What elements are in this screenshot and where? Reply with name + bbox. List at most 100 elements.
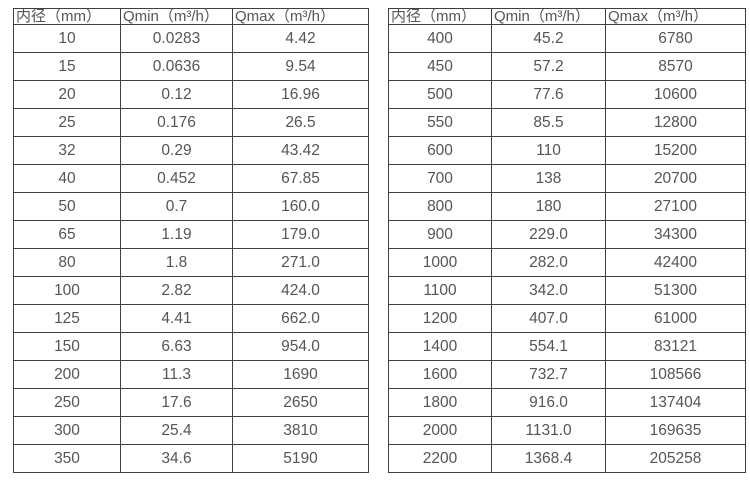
column-header: Qmin（m³/h） (120, 8, 233, 25)
table-cell: 57.2 (491, 52, 606, 81)
table-cell: 450 (388, 52, 492, 81)
table-row: 550 85.5 12800 (388, 108, 746, 137)
header-row: 内径（mm） Qmin（m³/h） Qmax（m³/h） (13, 8, 369, 25)
table-cell: 6780 (605, 24, 746, 53)
table-cell: 800 (388, 192, 492, 221)
table-cell: 16.96 (232, 80, 369, 109)
table-cell: 179.0 (232, 220, 369, 249)
table-cell: 77.6 (491, 80, 606, 109)
table-row: 2200 1368.4 205258 (388, 444, 746, 473)
table-cell: 25.4 (120, 416, 233, 445)
table-cell: 100 (13, 276, 121, 305)
table-row: 150 6.63 954.0 (13, 332, 369, 361)
column-header: 内径（mm） (388, 8, 492, 25)
table-cell: 25 (13, 108, 121, 137)
table-cell: 2.82 (120, 276, 233, 305)
table-row: 80 1.8 271.0 (13, 248, 369, 277)
table-cell: 916.0 (491, 388, 606, 417)
table-cell: 200 (13, 360, 121, 389)
table-cell: 1800 (388, 388, 492, 417)
table-cell: 0.29 (120, 136, 233, 165)
table-row: 1100 342.0 51300 (388, 276, 746, 305)
table-cell: 85.5 (491, 108, 606, 137)
table-cell: 1368.4 (491, 444, 606, 473)
table-cell: 160.0 (232, 192, 369, 221)
table-row: 125 4.41 662.0 (13, 304, 369, 333)
table-cell: 42400 (605, 248, 746, 277)
table-cell: 180 (491, 192, 606, 221)
table-row: 65 1.19 179.0 (13, 220, 369, 249)
table-cell: 34300 (605, 220, 746, 249)
table-cell: 11.3 (120, 360, 233, 389)
table-cell: 900 (388, 220, 492, 249)
table-cell: 125 (13, 304, 121, 333)
column-header: Qmax（m³/h） (232, 8, 369, 25)
table-cell: 205258 (605, 444, 746, 473)
table-row: 1200 407.0 61000 (388, 304, 746, 333)
table-row: 300 25.4 3810 (13, 416, 369, 445)
table-cell: 10 (13, 24, 121, 53)
column-header: Qmin（m³/h） (491, 8, 606, 25)
table-row: 700 138 20700 (388, 164, 746, 193)
table-row: 15 0.0636 9.54 (13, 52, 369, 81)
table-row: 900 229.0 34300 (388, 220, 746, 249)
table-cell: 110 (491, 136, 606, 165)
table-row: 2000 1131.0 169635 (388, 416, 746, 445)
table-cell: 17.6 (120, 388, 233, 417)
table-row: 50 0.7 160.0 (13, 192, 369, 221)
table-cell: 600 (388, 136, 492, 165)
table-cell: 15 (13, 52, 121, 81)
table-row: 500 77.6 10600 (388, 80, 746, 109)
table-cell: 554.1 (491, 332, 606, 361)
table-cell: 400 (388, 24, 492, 53)
table-row: 250 17.6 2650 (13, 388, 369, 417)
table-cell: 0.452 (120, 164, 233, 193)
table-cell: 0.7 (120, 192, 233, 221)
table-cell: 271.0 (232, 248, 369, 277)
table-cell: 3810 (232, 416, 369, 445)
table-cell: 108566 (605, 360, 746, 389)
table-cell: 43.42 (232, 136, 369, 165)
table-row: 450 57.2 8570 (388, 52, 746, 81)
table-cell: 169635 (605, 416, 746, 445)
table-cell: 1.8 (120, 248, 233, 277)
table-cell: 550 (388, 108, 492, 137)
table-cell: 0.0283 (120, 24, 233, 53)
table-cell: 45.2 (491, 24, 606, 53)
table-row: 600 110 15200 (388, 136, 746, 165)
table-cell: 20700 (605, 164, 746, 193)
table-cell: 2200 (388, 444, 492, 473)
table-cell: 229.0 (491, 220, 606, 249)
table-cell: 1600 (388, 360, 492, 389)
table-cell: 65 (13, 220, 121, 249)
table-cell: 26.5 (232, 108, 369, 137)
table-cell: 1200 (388, 304, 492, 333)
table-cell: 250 (13, 388, 121, 417)
table-row: 1800 916.0 137404 (388, 388, 746, 417)
table-row: 10 0.0283 4.42 (13, 24, 369, 53)
table-cell: 1131.0 (491, 416, 606, 445)
table-cell: 662.0 (232, 304, 369, 333)
table-row: 200 11.3 1690 (13, 360, 369, 389)
table-row: 800 180 27100 (388, 192, 746, 221)
table-row: 1000 282.0 42400 (388, 248, 746, 277)
table-cell: 4.42 (232, 24, 369, 53)
table-cell: 407.0 (491, 304, 606, 333)
table-cell: 300 (13, 416, 121, 445)
table-cell: 424.0 (232, 276, 369, 305)
table-cell: 6.63 (120, 332, 233, 361)
table-cell: 1.19 (120, 220, 233, 249)
table-cell: 0.12 (120, 80, 233, 109)
table-cell: 282.0 (491, 248, 606, 277)
table-cell: 137404 (605, 388, 746, 417)
flow-table-small-diameters: 内径（mm） Qmin（m³/h） Qmax（m³/h） 10 0.0283 4.42 15… (13, 8, 369, 473)
table-cell: 150 (13, 332, 121, 361)
table-row: 1600 732.7 108566 (388, 360, 746, 389)
table-row: 32 0.29 43.42 (13, 136, 369, 165)
column-header: Qmax（m³/h） (605, 8, 746, 25)
table-cell: 342.0 (491, 276, 606, 305)
table-cell: 500 (388, 80, 492, 109)
table-cell: 27100 (605, 192, 746, 221)
table-row: 40 0.452 67.85 (13, 164, 369, 193)
table-cell: 50 (13, 192, 121, 221)
